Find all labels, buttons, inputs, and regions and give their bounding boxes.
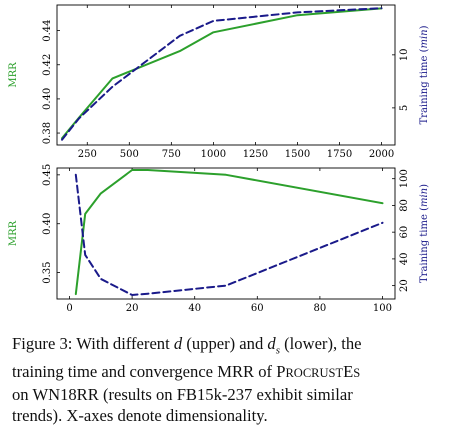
left-axis-title: MRR — [8, 62, 19, 88]
x-tick-label: 750 — [162, 149, 181, 160]
x-tick-label: 1750 — [327, 149, 352, 160]
right-tick-label: 40 — [399, 253, 410, 266]
right-tick-label: 100 — [399, 169, 410, 188]
x-tick-label: 20 — [126, 303, 139, 314]
left-tick-label: 0.42 — [42, 54, 53, 76]
mrr-series-line — [74, 169, 384, 296]
figure-caption: Figure 3: With different d (upper) and d… — [12, 333, 440, 426]
left-tick-label: 0.35 — [42, 261, 53, 283]
caption-var-ds: ds — [267, 334, 280, 357]
x-tick-label: 40 — [188, 303, 201, 314]
left-tick-label: 0.38 — [42, 122, 53, 144]
x-tick-label: 1000 — [201, 149, 226, 160]
caption-text: training time and convergence MRR of — [12, 362, 277, 382]
right-tick-label: 80 — [399, 199, 410, 212]
plot-frame — [56, 167, 396, 300]
right-tick-label: 60 — [399, 226, 410, 239]
figure: 250 500 750 1000 1250 1500 1750 20000.380.400.4… — [8, 4, 430, 314]
training-time-series-line — [61, 7, 383, 141]
left-axis-title: MRR — [8, 220, 19, 246]
right-tick-label: 10 — [399, 48, 410, 61]
caption-text: on WN18RR (results on FB15k-237 exhibit … — [12, 385, 353, 405]
right-axis-title: Training time (min) — [419, 184, 430, 283]
left-tick-label: 0.45 — [42, 164, 53, 186]
right-tick-label: 20 — [399, 279, 410, 292]
x-tick-label: 100 — [373, 303, 392, 314]
x-tick-label: 1500 — [285, 149, 310, 160]
left-tick-label: 0.40 — [42, 213, 53, 235]
caption-var-d: d — [173, 334, 183, 353]
upper-plot: 250 500 750 1000 1250 1500 1750 2000 0.38 0.40 0.4… — [8, 4, 430, 160]
x-tick-label: 80 — [314, 303, 327, 314]
left-tick-label: 0.40 — [42, 88, 53, 110]
caption-text: trends). X-axes denote dimensionality. — [12, 406, 268, 426]
caption-text: (upper) and — [182, 334, 268, 353]
caption-text: Figure 3: With different — [12, 334, 174, 353]
x-tick-label: 0 — [66, 303, 72, 314]
x-tick-label: 500 — [120, 149, 139, 160]
left-tick-label: 0.44 — [42, 19, 53, 41]
training-time-series-line — [74, 173, 384, 296]
x-tick-label: 1250 — [243, 149, 268, 160]
x-tick-label: 2000 — [369, 149, 394, 160]
plot-frame — [56, 4, 396, 146]
x-tick-label: 60 — [251, 303, 264, 314]
lower-plot: 0 20 40 60 80 100 0.35 0.40 0.45 20 40 60 80 100 MRR Tr… — [8, 164, 430, 314]
caption-method-name: PROCRUSTES — [276, 362, 361, 382]
caption-text: (lower), the — [280, 334, 362, 353]
right-axis-title: Training time (min) — [419, 25, 430, 124]
right-tick-label: 5 — [399, 105, 410, 111]
mrr-series-line — [61, 7, 383, 140]
x-tick-label: 250 — [78, 149, 97, 160]
